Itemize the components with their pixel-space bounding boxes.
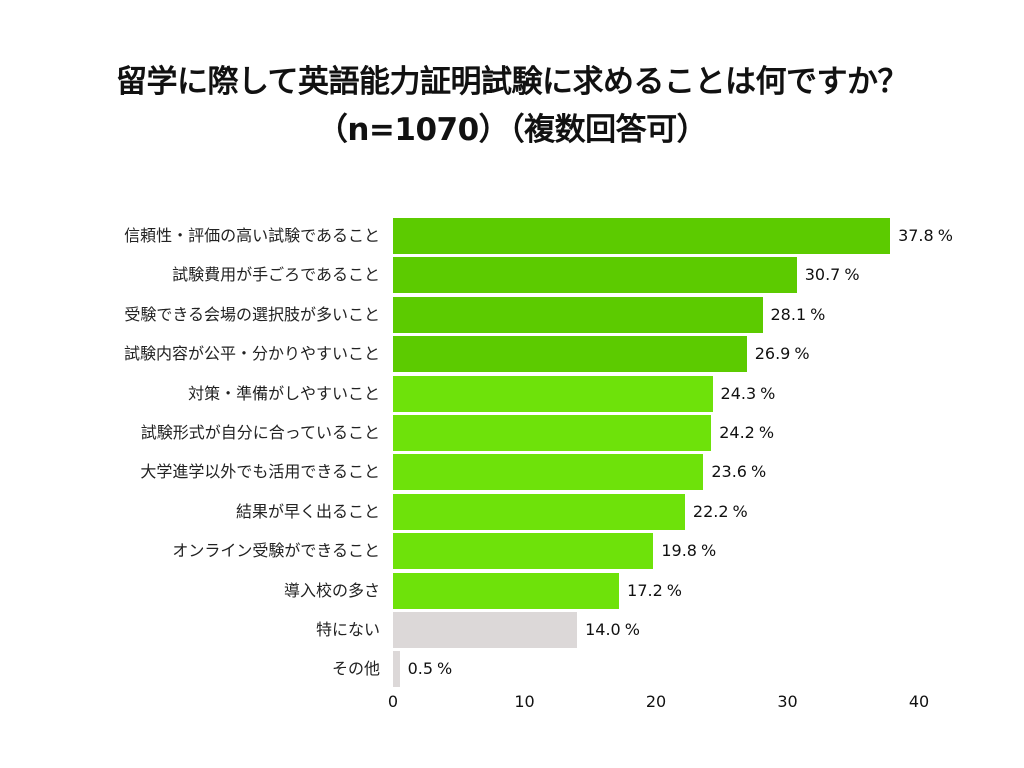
category-label: 受験できる会場の選択肢が多いこと — [124, 304, 380, 324]
percent-sign: % — [624, 620, 640, 639]
bar-row: オンライン受験ができること 19.8% — [0, 533, 1024, 570]
bar — [393, 454, 704, 491]
bar — [393, 375, 713, 412]
percent-sign: % — [760, 383, 776, 403]
category-label: 特にない — [315, 620, 380, 639]
chart-subtitle: （n=1070）（複数回答可） — [316, 112, 708, 148]
bar — [393, 612, 578, 648]
value-number: 19.8 — [661, 541, 697, 561]
bar-row: 試験費用が手ごろであること 30.7% — [0, 257, 1024, 294]
x-axis-tick: 20 — [645, 692, 667, 711]
category-label: 試験内容が公平・分かりやすいこと — [123, 344, 380, 364]
percent-sign: % — [666, 580, 682, 600]
bar-row: 結果が早く出ること 22.2% — [0, 493, 1024, 530]
bar — [393, 296, 763, 333]
bar-row: 試験形式が自分に合っていること 24.2% — [0, 415, 1024, 451]
value-number: 24.3 — [720, 383, 757, 403]
category-label: 大学進学以外でも活用できること — [140, 462, 380, 482]
value-number: 17.2 — [627, 580, 663, 600]
percent-sign: % — [732, 501, 748, 521]
value-label: 22.2% — [693, 494, 748, 530]
value-label: 30.7% — [805, 257, 860, 293]
value-number: 30.7 — [804, 265, 841, 285]
bar-row: 対策・準備がしやすいこと 24.3% — [0, 375, 1024, 412]
value-label: 24.2% — [719, 415, 774, 451]
x-axis-tick: 0 — [387, 692, 399, 711]
category-label: 対策・準備がしやすいこと — [188, 383, 380, 403]
value-label: 19.8% — [661, 533, 716, 569]
bar-row: 試験内容が公平・分かりやすいこと 26.9% — [0, 336, 1024, 373]
bar — [393, 218, 891, 254]
bar-row: 受験できる会場の選択肢が多いこと 28.1% — [0, 296, 1024, 333]
value-number: 22.2 — [692, 501, 729, 521]
value-number: 28.1 — [770, 304, 807, 324]
value-number: 24.2 — [719, 423, 755, 442]
value-label: 26.9% — [755, 336, 810, 372]
category-label: その他 — [331, 659, 380, 679]
bar-row: 導入校の多さ 17.2% — [0, 572, 1024, 609]
x-axis-tick: 40 — [908, 692, 930, 711]
x-axis-tick: 30 — [777, 692, 798, 711]
percent-sign: % — [437, 659, 453, 679]
bar — [393, 336, 747, 373]
category-label: 導入校の多さ — [283, 580, 380, 600]
bar-row: 大学進学以外でも活用できること 23.6% — [0, 454, 1024, 491]
category-label: 信頼性・評価の高い試験であること — [124, 226, 380, 245]
category-label: 結果が早く出ること — [235, 501, 380, 521]
value-label: 24.3% — [721, 376, 776, 412]
bar — [393, 493, 685, 530]
value-label: 0.5% — [408, 651, 453, 687]
chart-title: 留学に際して英語能力証明試験に求めることは何ですか？ — [115, 64, 909, 100]
bar — [393, 257, 797, 294]
bar — [393, 533, 654, 570]
percent-sign: % — [750, 462, 767, 482]
category-label: 試験形式が自分に合っていること — [140, 423, 380, 442]
bar — [393, 651, 400, 688]
bar-row: その他 0.5% — [0, 651, 1024, 688]
percent-sign: % — [758, 423, 775, 442]
value-number: 37.8 — [898, 226, 934, 245]
value-label: 28.1% — [771, 297, 826, 333]
value-number: 0.5 — [407, 659, 434, 679]
x-axis-tick: 10 — [514, 692, 535, 711]
value-number: 14.0 — [585, 620, 621, 639]
value-number: 26.9 — [754, 344, 791, 364]
bar — [393, 415, 712, 451]
value-label: 17.2% — [627, 573, 682, 609]
percent-sign: % — [794, 344, 810, 364]
percent-sign: % — [810, 304, 826, 324]
bar — [393, 572, 620, 609]
value-label: 37.8% — [898, 218, 953, 254]
category-label: オンライン受験ができること — [172, 541, 380, 561]
bar-row: 信頼性・評価の高い試験であること 37.8% — [0, 218, 1024, 254]
value-label: 14.0% — [585, 612, 640, 648]
value-number: 23.6 — [711, 462, 747, 482]
value-label: 23.6% — [711, 454, 766, 490]
category-label: 試験費用が手ごろであること — [172, 265, 380, 285]
percent-sign: % — [700, 541, 717, 561]
bar-row: 特にない 14.0% — [0, 612, 1024, 648]
percent-sign: % — [844, 265, 860, 285]
percent-sign: % — [937, 226, 953, 245]
